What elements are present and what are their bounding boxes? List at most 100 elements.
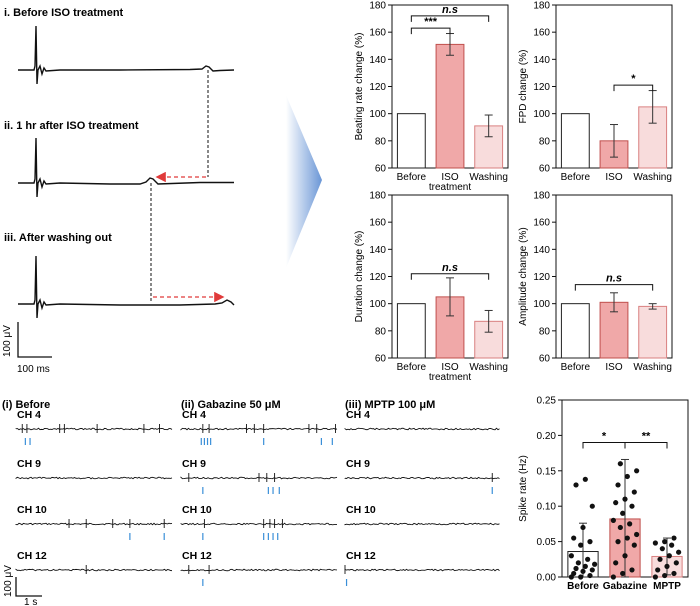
data-point	[592, 561, 598, 567]
data-point	[617, 524, 623, 531]
y-axis-title: Beating rate change (%)	[354, 33, 365, 141]
significance-label: *	[602, 430, 607, 442]
category-label: ISO	[441, 362, 458, 373]
y-tick-label: 160	[369, 28, 386, 39]
data-point	[659, 546, 665, 552]
y-tick-label: 60	[375, 164, 387, 175]
data-point	[666, 553, 672, 559]
data-point	[610, 517, 616, 523]
y-tick-label: 140	[369, 245, 386, 256]
channel-traces: CH 4 CH 9 CH 10 CH 12 CH 4 CH 9 CH 10 CH 12 CH 4…	[15, 409, 500, 586]
category-label: treatment	[429, 182, 471, 193]
data-point	[585, 556, 591, 562]
bar-1	[560, 303, 590, 359]
data-point	[580, 524, 586, 531]
category-label: ISO	[605, 172, 622, 183]
category-label: Before	[397, 172, 427, 183]
trace-iso	[18, 137, 234, 198]
significance-bracket	[410, 15, 490, 22]
y-tick-label: 0.05	[537, 537, 557, 548]
category-label: ISO	[441, 172, 458, 183]
channel-label: CH 4	[346, 409, 370, 421]
significance-bracket	[624, 441, 668, 449]
category-label: Washing	[469, 172, 508, 183]
trace-before	[18, 25, 235, 85]
data-point	[655, 567, 661, 573]
data-point	[664, 563, 670, 569]
panel-a: i. Before ISO treatment ii. 1 hr after I…	[2, 7, 235, 375]
channel-trace	[15, 568, 173, 572]
channel-trace	[180, 427, 338, 431]
data-point	[613, 560, 619, 566]
category-label: treatment	[429, 372, 471, 383]
data-point	[587, 572, 593, 579]
y-tick-label: 120	[369, 272, 386, 283]
channel-label: CH 10	[346, 504, 376, 516]
bar-1	[560, 113, 590, 169]
data-point	[571, 570, 577, 577]
category-label: Before	[561, 172, 591, 183]
data-point	[571, 535, 577, 541]
significance-label: n.s	[442, 262, 458, 274]
y-tick-label: 160	[533, 218, 550, 229]
category-label: Before	[567, 581, 599, 592]
bar-3	[638, 305, 668, 359]
trace-washing	[18, 255, 235, 319]
data-point	[673, 560, 679, 566]
y-tick-label: 100	[533, 109, 550, 120]
category-label: Before	[397, 362, 427, 373]
data-point	[613, 500, 619, 506]
y-tick-label: 160	[369, 218, 386, 229]
y-tick-label: 60	[375, 354, 387, 365]
data-point	[573, 565, 579, 572]
label-after-iso: ii. 1 hr after ISO treatment	[4, 120, 139, 132]
data-point	[587, 539, 593, 545]
y-tick-label: 0.15	[537, 466, 557, 477]
y-tick-label: 100	[369, 109, 386, 120]
data-point	[631, 542, 637, 548]
chart-1: 60 80 100 120 140 160 180 Beating rate change (…	[354, 1, 509, 193]
channel-label: CH 12	[182, 550, 212, 562]
channel-trace	[15, 522, 173, 526]
chart-5: 0.00 0.05 0.10 0.15 0.20 0.25 Spike rate (Hz) B…	[518, 396, 689, 592]
category-label: Washing	[633, 362, 672, 373]
data-point	[629, 567, 635, 573]
channel-trace	[344, 568, 500, 572]
data-point	[580, 568, 586, 574]
y-tick-label: 180	[533, 1, 550, 12]
scale-y-a: 100 μV	[2, 325, 13, 357]
significance-label: **	[642, 430, 651, 442]
y-tick-label: 140	[533, 55, 550, 66]
y-tick-label: 60	[539, 354, 551, 365]
data-point	[657, 556, 663, 562]
data-point	[615, 482, 621, 488]
data-point	[671, 570, 677, 577]
y-tick-label: 140	[369, 55, 386, 66]
channel-trace	[344, 522, 500, 526]
data-point	[652, 574, 658, 580]
y-tick-label: 180	[369, 191, 386, 202]
chevron-arrow-icon	[286, 95, 322, 268]
data-point	[620, 570, 626, 577]
y-axis-title: FPD change (%)	[518, 50, 529, 124]
y-axis-title: Duration change (%)	[354, 231, 365, 323]
y-tick-label: 180	[369, 1, 386, 12]
chart-4: 60 80 100 120 140 160 180 Amplitude change (%) B…	[518, 191, 673, 373]
category-label: ISO	[605, 362, 622, 373]
y-tick-label: 80	[539, 136, 551, 147]
significance-bracket	[410, 273, 490, 280]
data-point	[620, 510, 626, 516]
channel-label: CH 12	[346, 550, 376, 562]
significance-label: ***	[424, 16, 438, 28]
y-axis-title: Amplitude change (%)	[518, 227, 529, 325]
channel-trace	[180, 476, 338, 480]
data-point	[610, 574, 616, 580]
category-label: MPTP	[653, 581, 681, 592]
category-label: Washing	[633, 172, 672, 183]
bar-1	[396, 113, 426, 169]
scale-x-c: 1 s	[24, 597, 37, 606]
data-point	[578, 542, 584, 548]
data-point	[575, 560, 581, 566]
channel-label: CH 9	[17, 458, 41, 470]
channel-label: CH 9	[182, 458, 206, 470]
